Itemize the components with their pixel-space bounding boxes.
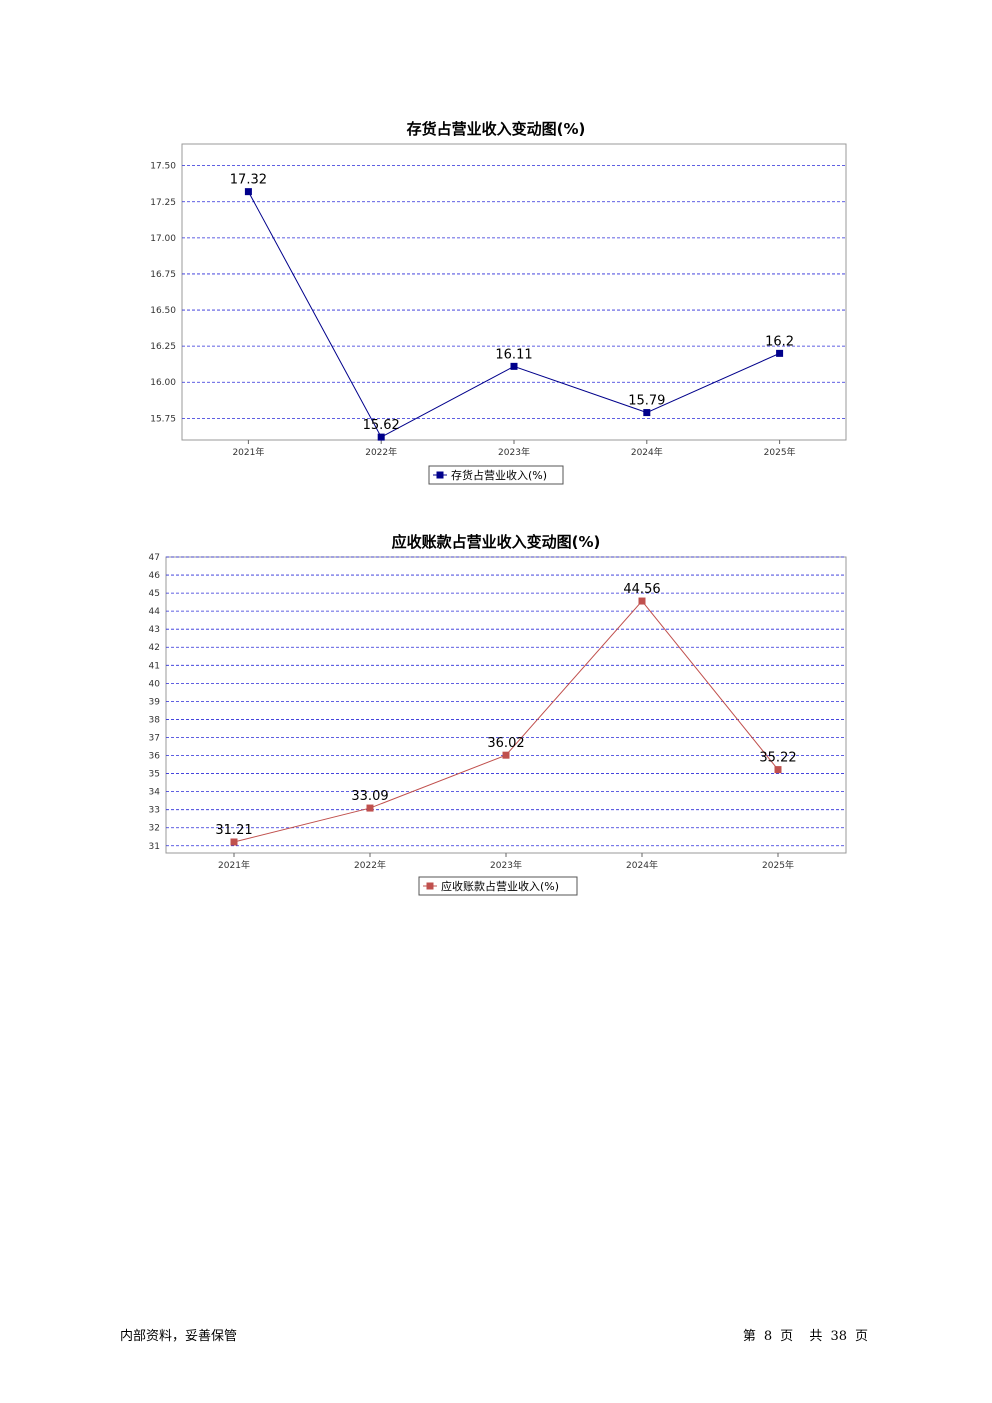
y-tick-label: 32 xyxy=(149,824,160,834)
legend-label: 存货占营业收入(%) xyxy=(451,468,547,482)
data-label: 15.62 xyxy=(363,418,400,433)
y-tick-label: 34 xyxy=(149,788,161,798)
y-tick-label: 33 xyxy=(149,806,160,816)
inventory-ratio-chart-svg: 存货占营业收入变动图(%) 15.75 16.00 16.25 16.50 16.75 17… xyxy=(150,120,847,485)
y-tick-label: 16.25 xyxy=(150,342,176,352)
data-point xyxy=(643,409,651,417)
plot-area xyxy=(181,143,847,441)
legend-marker xyxy=(436,471,444,479)
y-tick-label: 44 xyxy=(149,607,161,617)
page-prefix: 第 xyxy=(742,1329,756,1344)
y-tick-label: 39 xyxy=(149,697,161,707)
x-tick-label: 2023年 xyxy=(498,446,530,458)
plot-area xyxy=(165,556,847,854)
inventory-ratio-chart: 存货占营业收入变动图(%) 15.75 16.00 16.25 16.50 16.75 17… xyxy=(0,110,992,490)
y-tick-label: 47 xyxy=(149,553,160,563)
total-pages: 38 xyxy=(830,1329,847,1344)
receivables-ratio-chart: 应收账款占营业收入变动图(%) 31 32 33 34 35 36 37 38 39 40 41 42 4… xyxy=(0,525,992,905)
y-tick-label: 17.25 xyxy=(150,198,176,208)
x-tick-label: 2021年 xyxy=(218,859,250,871)
x-tick-label: 2023年 xyxy=(490,859,522,871)
y-tick-label: 43 xyxy=(149,625,160,635)
y-tick-label: 16.50 xyxy=(150,306,176,316)
data-label: 44.56 xyxy=(623,582,660,597)
total-prefix: 共 xyxy=(809,1329,823,1344)
x-tick-label: 2025年 xyxy=(764,446,796,458)
total-unit: 页 xyxy=(854,1329,868,1344)
data-point xyxy=(366,804,374,812)
legend-marker xyxy=(426,882,434,890)
y-tick-label: 16.00 xyxy=(150,378,176,388)
y-tick-label: 36 xyxy=(149,752,161,762)
data-point xyxy=(502,751,510,759)
x-tick-label: 2021年 xyxy=(232,446,264,458)
legend-box xyxy=(418,876,578,896)
legend-box xyxy=(428,465,564,485)
y-tick-label: 31 xyxy=(149,842,160,852)
y-tick-label: 42 xyxy=(149,643,160,653)
y-tick-label: 41 xyxy=(149,661,160,671)
footer-confidential-note: 内部资料，妥善保管 xyxy=(120,1329,238,1344)
data-label: 15.79 xyxy=(628,394,665,409)
x-tick-label: 2024年 xyxy=(626,859,658,871)
y-tick-label: 35 xyxy=(149,770,160,780)
x-tick-label: 2022年 xyxy=(354,859,386,871)
y-tick-label: 38 xyxy=(149,715,161,725)
y-tick-label: 17.00 xyxy=(150,234,176,244)
y-tick-label: 15.75 xyxy=(150,414,176,424)
data-point xyxy=(377,433,385,441)
data-label: 36.02 xyxy=(487,736,524,751)
data-point xyxy=(774,766,782,774)
data-label: 17.32 xyxy=(230,173,267,188)
page-number: 8 xyxy=(763,1329,773,1344)
data-point xyxy=(776,349,784,357)
x-tick-label: 2022年 xyxy=(365,446,397,458)
data-label: 31.21 xyxy=(215,823,252,838)
data-label: 33.09 xyxy=(351,789,388,804)
data-label: 16.11 xyxy=(495,347,532,362)
x-tick-label: 2025年 xyxy=(762,859,794,871)
data-point xyxy=(510,362,518,370)
y-tick-label: 37 xyxy=(149,733,160,743)
data-label: 35.22 xyxy=(759,751,796,766)
data-label: 16.2 xyxy=(765,334,794,349)
data-point xyxy=(244,188,252,196)
receivables-ratio-chart-svg: 应收账款占营业收入变动图(%) 31 32 33 34 35 36 37 38 39 40 41 42 4… xyxy=(149,533,847,896)
y-tick-label: 16.75 xyxy=(150,270,176,280)
data-point xyxy=(230,838,238,846)
y-tick-label: 46 xyxy=(149,571,161,581)
y-tick-label: 40 xyxy=(149,679,161,689)
y-tick-label: 17.50 xyxy=(150,162,176,172)
page-unit: 页 xyxy=(780,1329,794,1344)
legend-label: 应收账款占营业收入(%) xyxy=(441,879,559,893)
chart-title: 存货占营业收入变动图(%) xyxy=(407,120,586,138)
data-point xyxy=(638,597,646,605)
x-tick-label: 2024年 xyxy=(631,446,663,458)
chart-title: 应收账款占营业收入变动图(%) xyxy=(392,533,601,551)
y-tick-label: 45 xyxy=(149,589,160,599)
